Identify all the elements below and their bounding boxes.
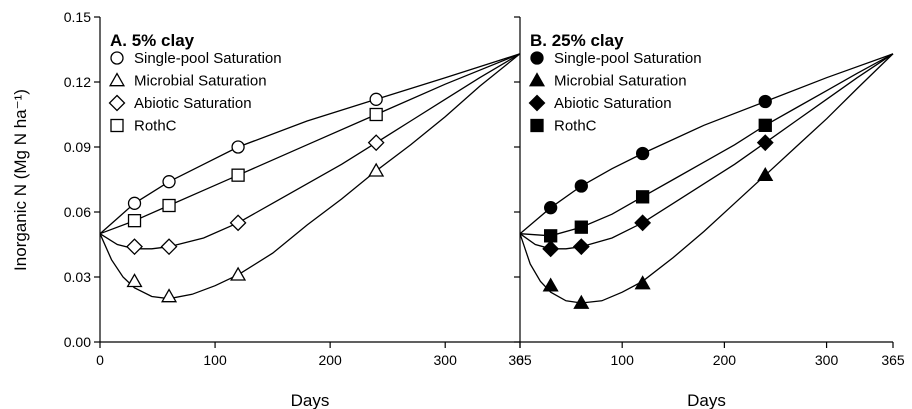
series-line <box>99 53 521 300</box>
legend-circle-marker <box>110 51 124 65</box>
legend-label: Microbial Saturation <box>134 73 267 90</box>
data-point <box>544 201 558 215</box>
legend-label: RothC <box>134 118 177 135</box>
data-point <box>126 273 143 288</box>
x-axis-title: Days <box>291 391 330 409</box>
data-point <box>542 240 560 258</box>
data-point <box>160 238 178 256</box>
x-tick-label: 300 <box>434 352 458 368</box>
legend-triangle-marker <box>528 72 546 87</box>
legend-label: Abiotic Saturation <box>554 95 672 112</box>
x-tick-label: 200 <box>713 352 737 368</box>
data-point <box>758 118 772 132</box>
x-tick-label: 300 <box>815 352 839 368</box>
y-tick-label: 0.03 <box>64 269 91 285</box>
data-point <box>635 146 650 161</box>
panel-title: A. 5% clay <box>110 31 195 50</box>
data-point <box>231 140 245 154</box>
data-point <box>162 175 176 189</box>
data-point <box>127 196 142 210</box>
data-point <box>161 288 178 303</box>
data-point <box>229 214 247 232</box>
x-tick-label: 100 <box>611 352 635 368</box>
y-tick-label: 0.15 <box>64 9 91 25</box>
data-point <box>574 179 588 193</box>
x-tick-label: 0 <box>516 352 524 368</box>
y-tick-label: 0.12 <box>64 74 91 90</box>
y-axis-title: Inorganic N (Mg N ha⁻¹) <box>11 89 30 271</box>
series-line <box>519 53 894 235</box>
x-tick-label: 200 <box>318 352 342 368</box>
data-point <box>230 266 247 281</box>
data-point <box>369 107 383 122</box>
legend-diamond-marker <box>108 94 126 112</box>
data-point <box>758 94 772 109</box>
x-tick-label: 0 <box>96 352 104 368</box>
data-point <box>542 277 559 292</box>
data-point <box>369 92 383 106</box>
x-tick-label: 365 <box>508 352 532 368</box>
legend-label: Single-pool Saturation <box>554 50 702 67</box>
data-point <box>126 238 143 256</box>
legend-square-marker <box>530 118 544 133</box>
data-point <box>544 229 558 243</box>
y-tick-label: 0.09 <box>64 139 91 155</box>
data-point <box>231 168 245 182</box>
data-point <box>367 134 385 152</box>
panel-title: B. 25% clay <box>530 31 624 50</box>
legend-label: RothC <box>554 118 597 135</box>
y-tick-label: 0.00 <box>64 334 91 350</box>
data-point <box>756 134 774 152</box>
x-axis-title: Days <box>687 391 726 409</box>
data-point <box>572 238 590 256</box>
data-point <box>573 294 590 309</box>
chart-panel-b: 0 100 200 300 365 Days B. 25% claySingle-pool … <box>514 16 905 409</box>
legend-circle-marker <box>530 51 544 65</box>
legend-label: Single-pool Saturation <box>134 50 282 67</box>
data-point <box>634 214 652 232</box>
legend-diamond-marker <box>528 94 546 112</box>
data-point <box>635 190 650 204</box>
legend-square-marker <box>110 118 124 133</box>
series-line <box>99 53 521 235</box>
x-tick-label: 365 <box>881 352 905 368</box>
legend-label: Microbial Saturation <box>554 73 687 90</box>
data-point <box>368 162 385 177</box>
data-point <box>162 198 176 213</box>
data-point <box>757 166 774 181</box>
data-point <box>127 214 142 228</box>
y-tick-label: 0.06 <box>64 204 91 220</box>
x-tick-label: 100 <box>203 352 227 368</box>
chart-panel-a: 0.00 0.03 0.06 0.09 0.12 0.15 0 100 200 300 365 Day… <box>64 9 532 409</box>
legend-label: Abiotic Saturation <box>134 95 252 112</box>
legend-triangle-marker <box>108 72 126 87</box>
data-point <box>634 275 651 290</box>
data-point <box>574 220 588 234</box>
